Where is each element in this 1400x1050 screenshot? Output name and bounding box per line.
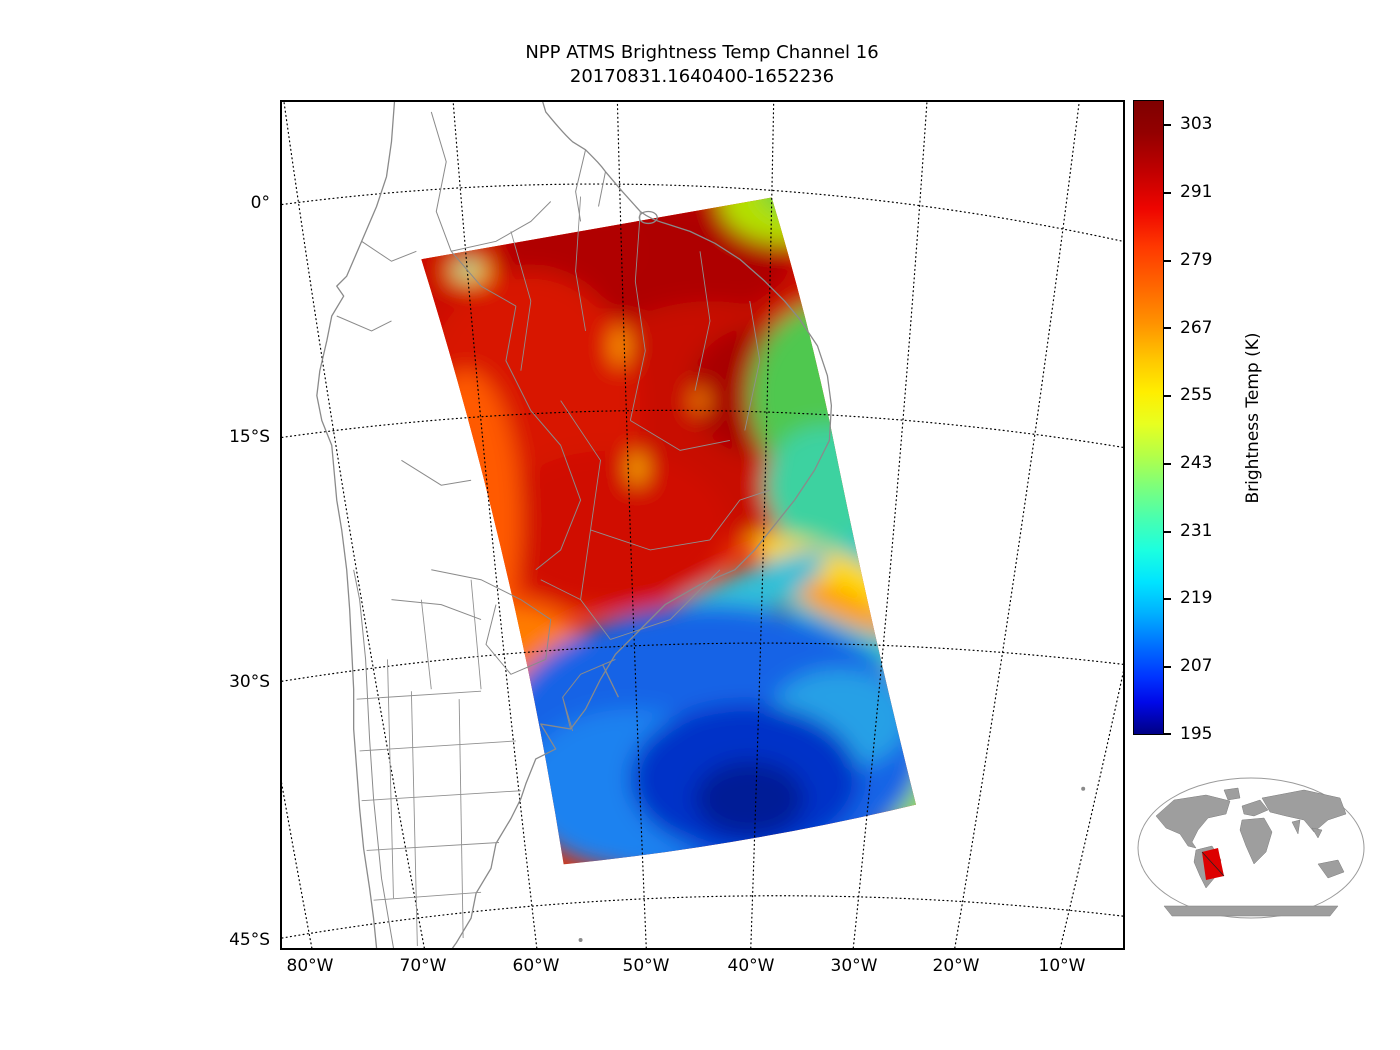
colorbar-tick-207: 207 — [1180, 656, 1213, 676]
graticule-grid — [282, 102, 1123, 948]
colorbar-tick-mark — [1164, 598, 1171, 600]
colorbar-tick-303: 303 — [1180, 114, 1213, 134]
lon-tick-80w: 80°W — [286, 956, 334, 976]
colorbar-tick-mark — [1164, 666, 1171, 668]
colorbar-tick-243: 243 — [1180, 453, 1213, 473]
world-locator-svg — [1137, 777, 1365, 919]
colorbar-tick-231: 231 — [1180, 521, 1213, 541]
lon-tick-40w: 40°W — [727, 956, 775, 976]
colorbar-tick-mark — [1164, 531, 1171, 533]
lat-tick-15s: 15°S — [229, 427, 270, 447]
page-title: NPP ATMS Brightness Temp Channel 16 — [525, 42, 879, 63]
lat-tick-45s: 45°S — [229, 930, 270, 950]
inset-swath-footprint — [1201, 848, 1225, 880]
colorbar-tick-219: 219 — [1180, 588, 1213, 608]
colorbar-tick-mark — [1164, 395, 1171, 397]
lat-tick-0deg: 0° — [250, 193, 270, 213]
colorbar-tick-267: 267 — [1180, 318, 1213, 338]
country-borders — [336, 111, 616, 948]
colorbar-gradient — [1133, 100, 1164, 735]
world-locator-inset — [1136, 776, 1366, 924]
colorbar-tick-291: 291 — [1180, 182, 1213, 202]
colorbar-tick-255: 255 — [1180, 385, 1213, 405]
colorbar-tick-195: 195 — [1180, 724, 1213, 744]
colorbar-tick-mark — [1164, 124, 1171, 126]
colorbar-tick-mark — [1164, 733, 1171, 735]
colorbar-axis-label: Brightness Temp (K) — [1243, 332, 1263, 504]
page-subtitle: 20170831.1640400-1652236 — [569, 66, 835, 87]
map-plot-area — [280, 100, 1125, 950]
coastlines — [316, 102, 833, 948]
lon-tick-10w: 10°W — [1038, 956, 1086, 976]
lon-tick-50w: 50°W — [622, 956, 670, 976]
lon-tick-70w: 70°W — [399, 956, 447, 976]
lon-tick-60w: 60°W — [512, 956, 560, 976]
map-svg — [282, 102, 1123, 948]
lon-tick-20w: 20°W — [932, 956, 980, 976]
colorbar-tick-279: 279 — [1180, 250, 1213, 270]
colorbar-tick-mark — [1164, 463, 1171, 465]
lat-tick-30s: 30°S — [229, 672, 270, 692]
colorbar-tick-mark — [1164, 260, 1171, 262]
colorbar-tick-mark — [1164, 192, 1171, 194]
colorbar-tick-mark — [1164, 327, 1171, 329]
small-islands — [578, 786, 1086, 943]
lon-tick-30w: 30°W — [830, 956, 878, 976]
brightness-temp-swath — [421, 197, 916, 865]
state-borders — [356, 196, 770, 947]
